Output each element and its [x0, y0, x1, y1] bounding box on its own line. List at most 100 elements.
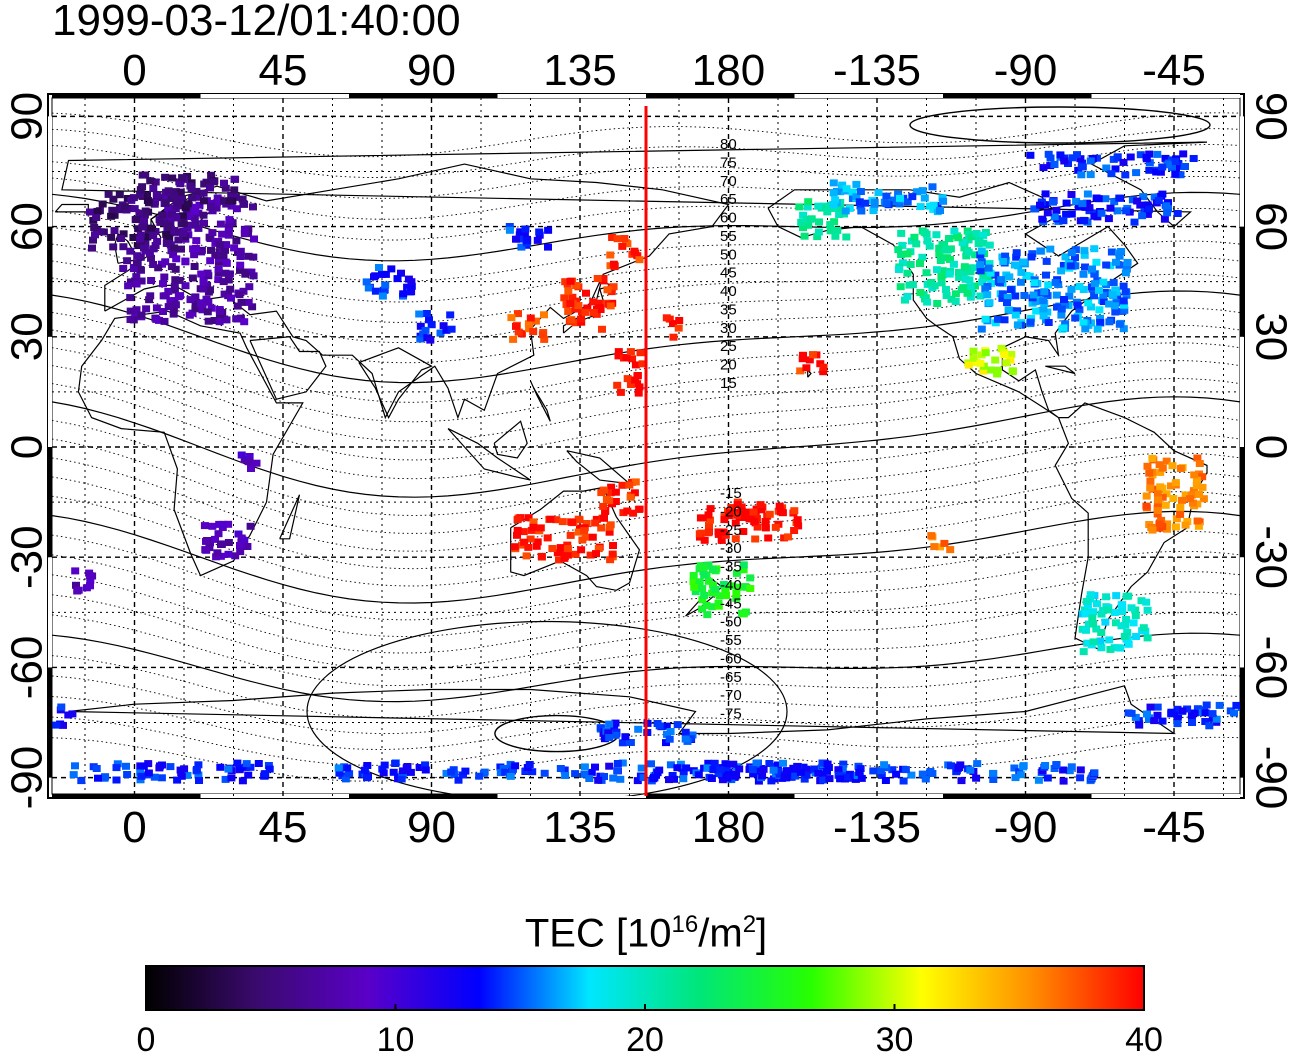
tec-cell [188, 274, 197, 282]
tec-cell [1143, 462, 1152, 470]
tec-cell [916, 260, 924, 267]
tec-cell [769, 766, 778, 774]
tec-cell [818, 759, 827, 767]
tec-cell [157, 774, 166, 782]
tec-cell [960, 263, 969, 271]
tec-cell [977, 247, 986, 255]
tec-cell [563, 545, 572, 553]
tec-cell [140, 244, 148, 252]
tec-cell [802, 771, 811, 779]
tec-cell [1022, 272, 1031, 279]
tec-cell [522, 552, 531, 560]
tec-cell [1163, 525, 1171, 533]
tec-cell [250, 235, 258, 243]
tec-cell [613, 235, 622, 243]
tec-cell [699, 564, 708, 572]
tec-cell [219, 278, 228, 286]
tec-cell [524, 320, 533, 328]
tec-cell [1119, 325, 1128, 333]
tec-cell [1111, 308, 1120, 316]
tec-cell [985, 260, 994, 268]
tec-cell [389, 768, 398, 776]
tec-cell [109, 195, 118, 203]
tec-cell [1145, 166, 1154, 174]
tec-cell [496, 769, 505, 777]
tec-cell [362, 278, 371, 286]
tec-cell [796, 367, 805, 375]
tec-cell [124, 282, 133, 290]
tec-cell [681, 728, 690, 736]
tec-cell [186, 296, 195, 304]
tec-cell [733, 511, 742, 519]
tec-cell [1189, 155, 1198, 162]
tec-cell [1078, 159, 1087, 167]
tec-cell [1113, 207, 1122, 215]
tec-cell [1099, 278, 1108, 286]
tec-cell [607, 288, 616, 296]
colorbar-tick-label: 0 [136, 1021, 156, 1059]
tec-cell [1117, 248, 1126, 255]
tec-cell [144, 769, 153, 777]
tec-cell [532, 542, 541, 550]
tec-cell [126, 294, 135, 302]
tec-cell [249, 253, 258, 261]
tec-cell [564, 308, 573, 315]
tec-cell [190, 251, 199, 259]
tec-cell [965, 276, 974, 284]
tec-cell [913, 188, 922, 196]
colorbar-tick-label: 30 [875, 1021, 914, 1059]
tec-cell [224, 550, 233, 558]
tec-cell [110, 227, 119, 235]
tec-cell [804, 198, 813, 206]
tec-cell [587, 768, 596, 776]
tec-cell [236, 261, 245, 269]
lat-tick-right: -30 [1246, 525, 1292, 589]
tec-cell [976, 261, 985, 269]
tec-cell [191, 203, 200, 211]
tec-cell [1195, 490, 1204, 498]
tec-cell [513, 531, 521, 539]
tec-cell [174, 293, 183, 301]
tec-cell [897, 229, 906, 237]
tec-cell [1114, 644, 1123, 652]
tec-cell [1106, 262, 1115, 270]
axis-tick-labels: 0045459090135135180180-135-135-90-90-45-… [3, 46, 1292, 852]
tec-cell [1032, 307, 1041, 315]
tec-cell [577, 546, 586, 554]
tec-cell [144, 760, 153, 768]
tec-cell [1076, 155, 1085, 163]
tec-cell [1061, 320, 1070, 328]
lon-tick-top: -45 [1142, 46, 1206, 95]
tec-cell [791, 772, 800, 780]
tec-cell [626, 739, 635, 746]
contour-label: 25 [720, 338, 737, 355]
tec-cell [1104, 215, 1113, 223]
tec-cell [185, 311, 194, 319]
tec-cell [979, 231, 988, 239]
tec-cell [1115, 320, 1124, 328]
tec-cell [1090, 245, 1099, 253]
tec-cell [1136, 201, 1145, 209]
tec-cell [1157, 516, 1166, 524]
tec-cell [171, 188, 180, 196]
tec-cell [940, 240, 949, 248]
tec-cell [225, 221, 234, 229]
tec-cell [1081, 610, 1090, 618]
tec-cell [1161, 154, 1170, 162]
tec-cell [86, 582, 94, 590]
tec-cell [1016, 278, 1025, 286]
tec-cell [540, 769, 549, 777]
tec-cell [765, 510, 774, 518]
tec-cell [151, 228, 160, 235]
tec-cell [137, 772, 146, 780]
tec-cell [421, 326, 430, 334]
tec-cell [129, 265, 138, 273]
tec-cell [1119, 158, 1128, 166]
tec-cell [618, 739, 627, 747]
tec-cell [1011, 774, 1020, 782]
tec-cell [1099, 291, 1108, 299]
tec-cell [194, 761, 203, 769]
tec-cell [1101, 195, 1110, 203]
tec-cell [240, 226, 249, 234]
tec-cell [609, 283, 618, 291]
